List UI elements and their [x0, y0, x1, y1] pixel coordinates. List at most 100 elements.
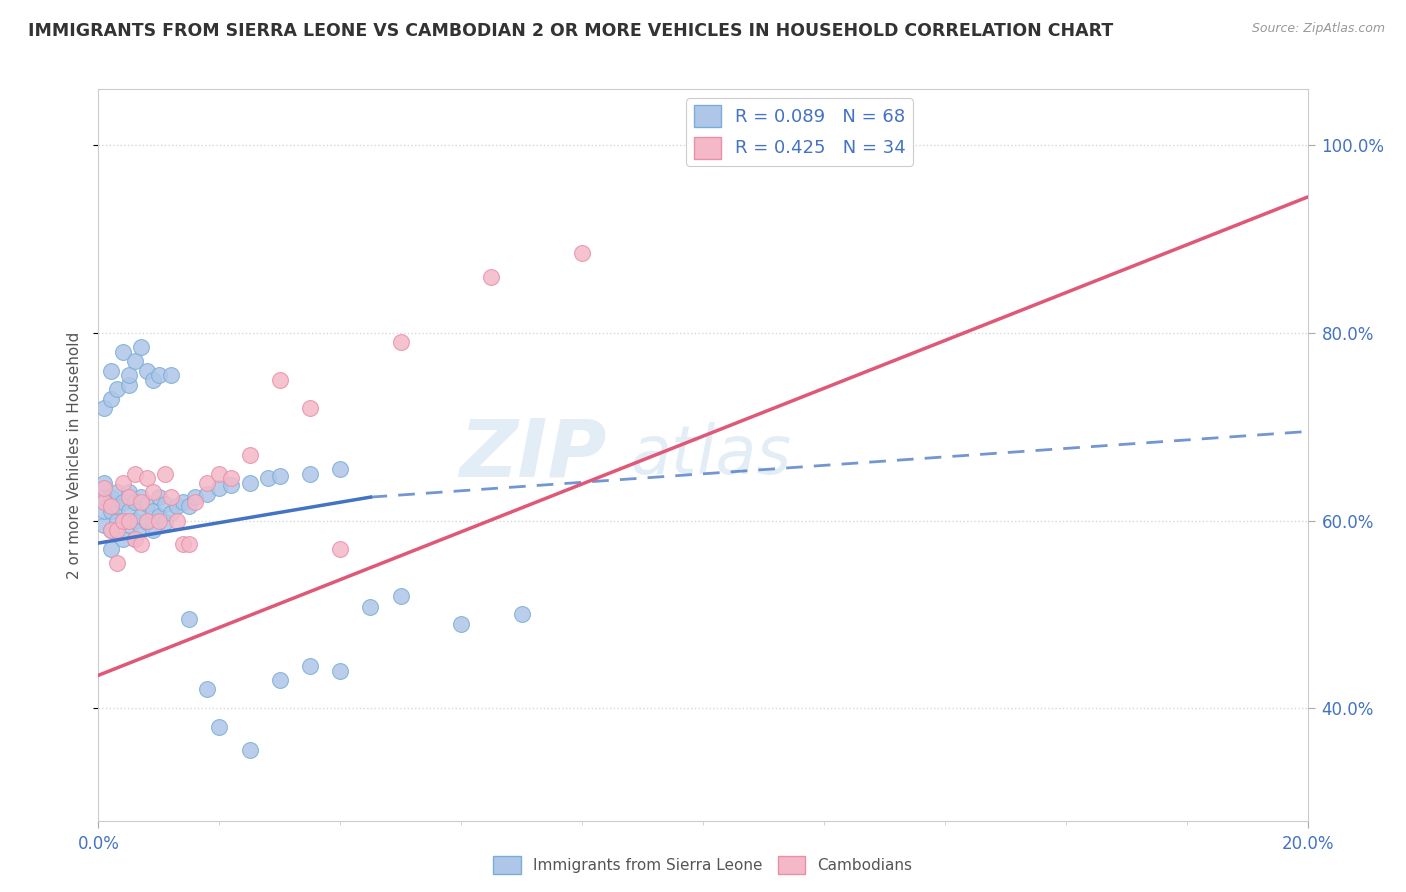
Point — [118, 377, 141, 392]
Point — [179, 500, 201, 514]
Point — [329, 462, 352, 476]
Point — [221, 478, 243, 492]
Point — [389, 335, 412, 350]
Point — [105, 514, 128, 528]
Point — [360, 599, 382, 614]
Point — [299, 659, 322, 673]
Point — [111, 495, 134, 509]
Point — [135, 514, 157, 528]
Point — [208, 467, 231, 481]
Point — [93, 481, 115, 495]
Point — [148, 514, 170, 528]
Point — [184, 490, 207, 504]
Point — [299, 401, 322, 415]
Point — [148, 368, 170, 383]
Point — [195, 487, 218, 501]
Point — [135, 497, 157, 511]
Point — [105, 500, 128, 514]
Point — [111, 533, 134, 547]
Point — [93, 490, 115, 504]
Point — [100, 363, 122, 377]
Point — [166, 514, 188, 528]
Point — [93, 401, 115, 415]
Point — [124, 495, 146, 509]
Point — [184, 495, 207, 509]
Point — [142, 485, 165, 500]
Point — [153, 467, 176, 481]
Point — [142, 373, 165, 387]
Point — [100, 504, 122, 518]
Point — [179, 612, 201, 626]
Legend: Immigrants from Sierra Leone, Cambodians: Immigrants from Sierra Leone, Cambodians — [488, 850, 918, 880]
Point — [124, 533, 146, 547]
Point — [129, 523, 152, 537]
Point — [111, 514, 134, 528]
Point — [172, 537, 194, 551]
Point — [269, 673, 291, 687]
Point — [256, 471, 278, 485]
Point — [389, 589, 412, 603]
Point — [269, 373, 291, 387]
Point — [124, 467, 146, 481]
Point — [93, 504, 115, 518]
Point — [299, 467, 322, 481]
Point — [118, 368, 141, 383]
Point — [148, 490, 170, 504]
Point — [111, 476, 134, 491]
Point — [118, 490, 141, 504]
Point — [166, 500, 188, 514]
Point — [153, 516, 176, 530]
Point — [105, 382, 128, 396]
Point — [100, 392, 122, 406]
Point — [195, 476, 218, 491]
Point — [93, 476, 115, 491]
Point — [135, 516, 157, 530]
Text: ZIP: ZIP — [458, 416, 606, 494]
Point — [148, 508, 170, 523]
Point — [269, 468, 291, 483]
Point — [172, 495, 194, 509]
Point — [481, 269, 503, 284]
Point — [179, 537, 201, 551]
Point — [571, 246, 593, 260]
Point — [239, 743, 262, 757]
Point — [129, 490, 152, 504]
Point — [111, 344, 134, 359]
Point — [105, 523, 128, 537]
Point — [100, 490, 122, 504]
Point — [100, 541, 122, 556]
Point — [153, 497, 176, 511]
Point — [329, 664, 352, 678]
Point — [221, 471, 243, 485]
Point — [124, 514, 146, 528]
Point — [239, 448, 262, 462]
Point — [135, 363, 157, 377]
Point — [100, 523, 122, 537]
Text: atlas: atlas — [630, 422, 792, 488]
Point — [142, 504, 165, 518]
Point — [160, 506, 183, 520]
Point — [100, 500, 122, 514]
Y-axis label: 2 or more Vehicles in Household: 2 or more Vehicles in Household — [67, 331, 83, 579]
Point — [208, 481, 231, 495]
Legend: R = 0.089   N = 68, R = 0.425   N = 34: R = 0.089 N = 68, R = 0.425 N = 34 — [686, 98, 912, 166]
Point — [118, 485, 141, 500]
Point — [160, 368, 183, 383]
Point — [135, 471, 157, 485]
Point — [100, 523, 122, 537]
Point — [124, 533, 146, 547]
Point — [195, 682, 218, 697]
Point — [118, 514, 141, 528]
Point — [160, 490, 183, 504]
Point — [93, 518, 115, 533]
Point — [118, 504, 141, 518]
Point — [124, 354, 146, 368]
Text: Source: ZipAtlas.com: Source: ZipAtlas.com — [1251, 22, 1385, 36]
Text: IMMIGRANTS FROM SIERRA LEONE VS CAMBODIAN 2 OR MORE VEHICLES IN HOUSEHOLD CORREL: IMMIGRANTS FROM SIERRA LEONE VS CAMBODIA… — [28, 22, 1114, 40]
Point — [129, 340, 152, 354]
Point — [105, 485, 128, 500]
Point — [105, 556, 128, 570]
Point — [129, 508, 152, 523]
Point — [450, 616, 472, 631]
Point — [329, 541, 352, 556]
